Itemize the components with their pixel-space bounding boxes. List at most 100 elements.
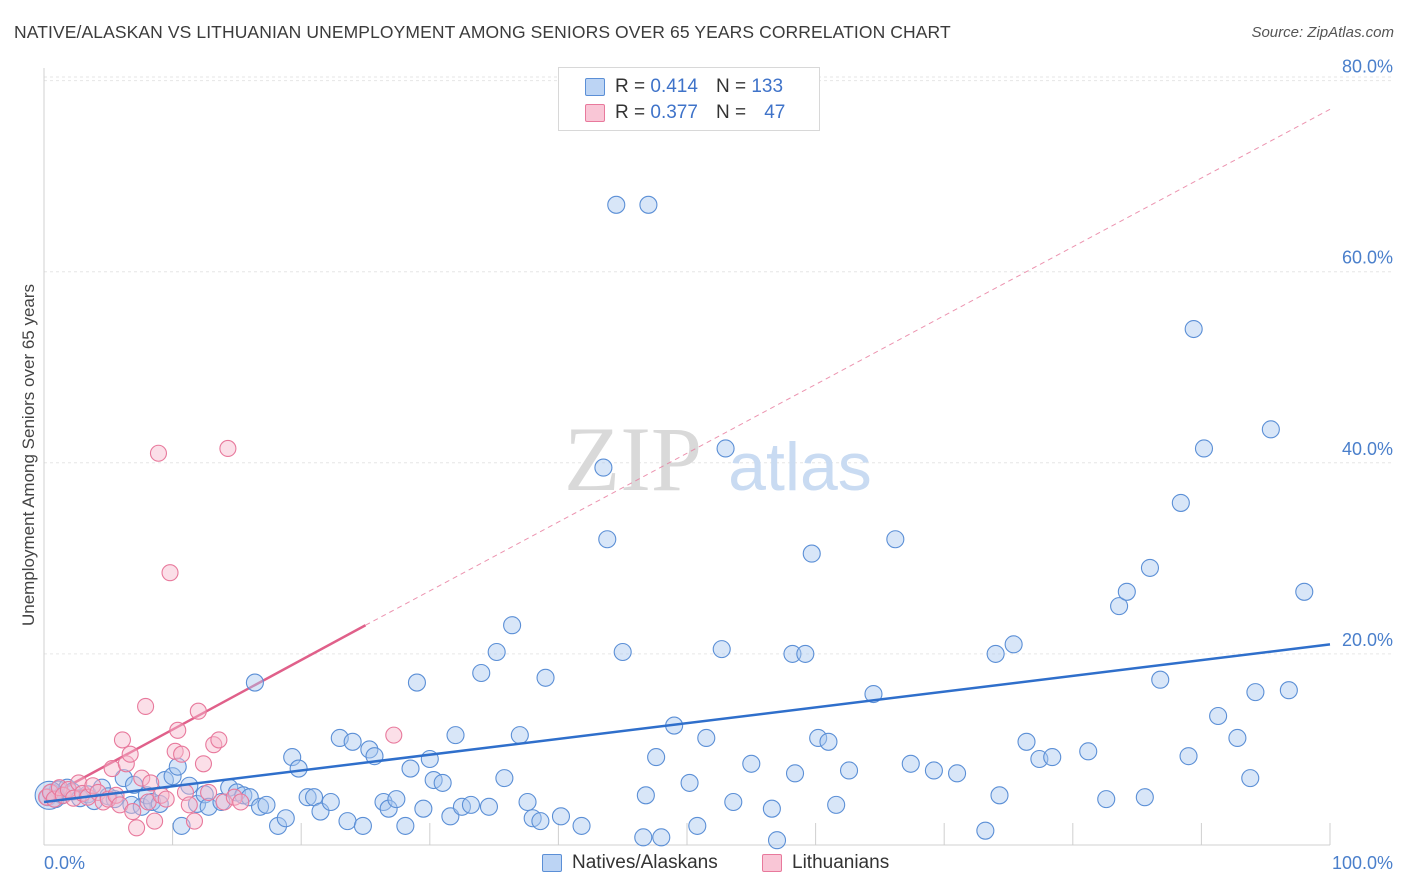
chart-source: Source: ZipAtlas.com <box>1251 24 1394 41</box>
y-axis-label: Unemployment Among Seniors over 65 years <box>19 284 38 626</box>
natives-alaskans-point <box>479 797 499 816</box>
natives-alaskans-point <box>688 816 707 835</box>
n-value: 47 <box>764 102 786 123</box>
natives-alaskans-point <box>407 673 426 692</box>
lithuanians-point <box>200 783 218 801</box>
natives-alaskans-point <box>1194 439 1214 458</box>
natives-alaskans-point <box>172 816 191 835</box>
natives-alaskans-point <box>531 812 550 831</box>
legend-item-natives[interactable]: Natives/Alaskans <box>542 852 718 874</box>
natives-alaskans-point <box>990 786 1009 805</box>
r-value: 0.377 <box>650 102 698 123</box>
lithuanians-point <box>385 726 403 744</box>
tick-labels: 20.0% 40.0% 60.0% 80.0% 0.0% 100.0% <box>44 57 1393 873</box>
y-tick-label: 40.0% <box>1342 439 1393 459</box>
natives-alaskans-point <box>343 732 362 751</box>
lithuanians-point <box>215 793 233 811</box>
blue-swatch-icon <box>585 78 605 96</box>
watermark-atlas: atlas <box>728 429 872 505</box>
natives-alaskans-point <box>785 764 805 783</box>
natives-alaskans-point <box>114 769 133 788</box>
natives-alaskans-point <box>802 544 821 563</box>
n-value: 133 <box>751 76 784 97</box>
lithuanians-point <box>137 697 155 716</box>
lithuanians-point <box>113 731 131 749</box>
natives-alaskans-point <box>1246 683 1265 702</box>
natives-alaskans-point <box>472 663 491 683</box>
y-tick-label: 80.0% <box>1342 57 1393 77</box>
natives-alaskans-point <box>639 195 658 214</box>
lithuanians-point <box>180 796 198 814</box>
legend-item-lithuanians[interactable]: Lithuanians <box>762 852 889 874</box>
natives-alaskans-point <box>594 458 613 477</box>
axes <box>43 68 1331 846</box>
natives-alaskans-point <box>276 809 295 828</box>
natives-alaskans-point <box>647 748 666 767</box>
natives-alaskans-point <box>510 726 529 745</box>
natives-alaskans-point <box>1295 582 1314 601</box>
lithuanians-point <box>128 819 146 837</box>
lithuanians-point <box>149 444 168 462</box>
natives-alaskans-point <box>250 797 270 816</box>
watermark: ZIP atlas <box>564 408 872 510</box>
natives-alaskans-point <box>598 530 617 549</box>
natives-alaskans-point <box>724 792 743 812</box>
natives-alaskans-point <box>1179 747 1198 766</box>
lithuanians-trend <box>43 108 1331 801</box>
natives-alaskans-point <box>452 797 472 816</box>
y-tick-label: 20.0% <box>1342 630 1393 650</box>
natives-alaskans-trend-line <box>43 643 1331 804</box>
natives-alaskans-point <box>433 773 452 792</box>
lithuanians-point <box>157 790 175 808</box>
blue-swatch-icon <box>542 854 562 872</box>
natives-alaskans-point <box>338 812 357 831</box>
natives-alaskans-point <box>712 640 731 659</box>
pink-swatch-icon <box>585 104 605 122</box>
natives-alaskans-point <box>1184 319 1203 339</box>
natives-alaskans-point <box>809 728 828 748</box>
natives-alaskans-point <box>142 792 162 812</box>
natives-alaskans-point <box>1209 706 1228 726</box>
natives-alaskans-point <box>401 759 420 778</box>
natives-alaskans-point <box>414 799 433 818</box>
natives-alaskans-point <box>1043 748 1062 767</box>
natives-alaskans-point <box>1279 681 1298 700</box>
natives-alaskans-point <box>986 644 1005 663</box>
natives-alaskans-point <box>1004 635 1023 654</box>
natives-alaskans-trend <box>43 643 1331 804</box>
natives-alaskans-point <box>518 792 537 812</box>
lithuanians-point <box>146 812 164 830</box>
natives-alaskans-point <box>353 816 372 835</box>
legend-label-lithuanians: Lithuanians <box>792 852 890 873</box>
watermark-zip: ZIP <box>564 408 702 510</box>
natives-alaskans-point <box>742 754 761 773</box>
natives-alaskans-point <box>819 732 838 751</box>
n-label: N = <box>715 102 747 123</box>
natives-alaskans-point <box>864 684 883 704</box>
r-value: 0.414 <box>650 76 698 97</box>
natives-alaskans-point <box>1135 788 1154 807</box>
natives-alaskans-point <box>1140 558 1160 577</box>
natives-alaskans-point <box>716 439 735 458</box>
natives-alaskans-point <box>636 786 655 805</box>
natives-alaskans-point <box>1110 597 1129 616</box>
natives-alaskans-point <box>396 816 415 835</box>
series-legend: Natives/Alaskans Lithuanians <box>0 852 1406 878</box>
lithuanians-trend-line <box>43 624 367 801</box>
lithuanians-point <box>103 760 121 778</box>
natives-alaskans-point <box>783 644 802 663</box>
natives-alaskans-point <box>551 807 571 826</box>
natives-alaskans-point <box>1097 790 1116 809</box>
natives-alaskans-point <box>680 773 699 792</box>
natives-alaskans-point <box>495 769 514 788</box>
natives-alaskans-point <box>613 642 632 662</box>
natives-alaskans-point <box>697 728 716 748</box>
natives-alaskans-point <box>652 828 671 847</box>
lithuanians-points <box>38 439 403 837</box>
natives-alaskans-point <box>948 764 967 783</box>
lithuanians-point <box>142 774 160 792</box>
x-tick-label: 0.0% <box>44 853 85 873</box>
lithuanians-point <box>194 755 213 773</box>
natives-alaskans-point <box>762 799 781 818</box>
legend-row-lithuanians: R = 0.377 N = 47 <box>585 100 785 126</box>
